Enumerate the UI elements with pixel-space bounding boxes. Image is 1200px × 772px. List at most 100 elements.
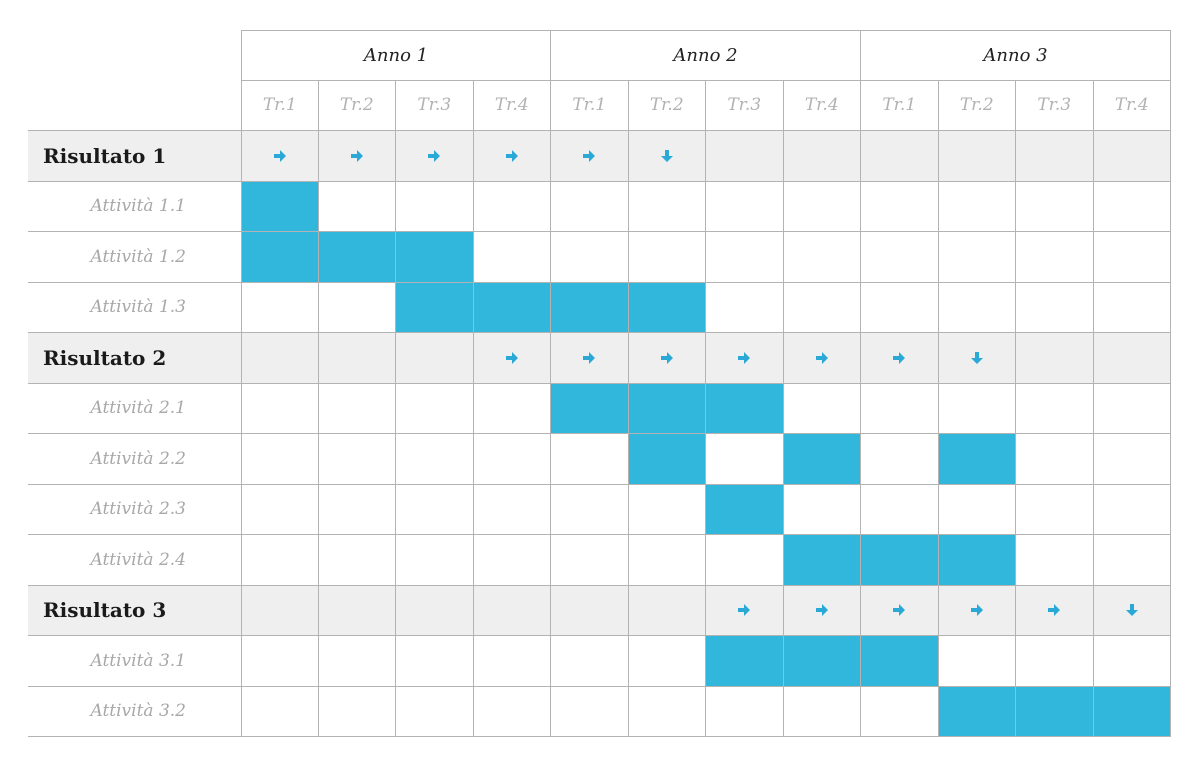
result-cell bbox=[1093, 333, 1171, 384]
result-cell bbox=[551, 333, 629, 384]
result-cell bbox=[861, 333, 939, 384]
corner-blank bbox=[28, 30, 241, 81]
result-cell bbox=[783, 585, 861, 636]
activity-empty-cell bbox=[1093, 484, 1171, 535]
result-cell bbox=[1016, 585, 1094, 636]
activity-bar-cell bbox=[1093, 686, 1171, 737]
activity-bar-cell bbox=[396, 282, 474, 333]
activity-empty-cell bbox=[396, 484, 474, 535]
activity-empty-cell bbox=[1016, 181, 1094, 232]
activity-bar-cell bbox=[783, 636, 861, 687]
corner-blank bbox=[28, 81, 241, 131]
activity-empty-cell bbox=[473, 535, 551, 586]
result-cell bbox=[396, 333, 474, 384]
activity-bar-cell bbox=[783, 434, 861, 485]
result-cell bbox=[1093, 585, 1171, 636]
arrow-down-icon bbox=[970, 351, 983, 364]
activity-empty-cell bbox=[861, 282, 939, 333]
arrow-right-icon bbox=[660, 351, 673, 364]
activity-empty-cell bbox=[1016, 434, 1094, 485]
quarter-header: Tr.3 bbox=[396, 80, 474, 131]
activity-empty-cell bbox=[628, 181, 706, 232]
activity-label: Attività 3.1 bbox=[28, 636, 241, 687]
arrow-right-icon bbox=[428, 149, 441, 162]
activity-label: Attività 2.1 bbox=[28, 384, 241, 434]
result-cell bbox=[241, 333, 319, 384]
activity-bar-cell bbox=[938, 434, 1016, 485]
activity-empty-cell bbox=[783, 181, 861, 232]
quarter-header: Tr.4 bbox=[783, 80, 861, 131]
activity-bar-cell bbox=[241, 181, 319, 232]
result-label: Risultato 2 bbox=[28, 333, 241, 384]
result-cell bbox=[318, 585, 396, 636]
activity-bar-cell bbox=[318, 232, 396, 283]
activity-bar-cell bbox=[706, 636, 784, 687]
activity-empty-cell bbox=[396, 181, 474, 232]
activity-empty-cell bbox=[938, 232, 1016, 283]
activity-empty-cell bbox=[1016, 636, 1094, 687]
result-cell bbox=[241, 585, 319, 636]
year-header: Anno 2 bbox=[551, 30, 861, 81]
result-cell bbox=[938, 585, 1016, 636]
result-label: Risultato 1 bbox=[28, 131, 241, 182]
activity-empty-cell bbox=[1016, 484, 1094, 535]
activity-empty-cell bbox=[551, 484, 629, 535]
activity-empty-cell bbox=[551, 686, 629, 737]
arrow-right-icon bbox=[738, 351, 751, 364]
quarter-header: Tr.4 bbox=[1093, 80, 1171, 131]
activity-empty-cell bbox=[551, 232, 629, 283]
activity-bar-cell bbox=[861, 636, 939, 687]
arrow-right-icon bbox=[505, 351, 518, 364]
activity-bar-cell bbox=[551, 282, 629, 333]
activity-empty-cell bbox=[396, 434, 474, 485]
result-cell bbox=[551, 131, 629, 182]
quarter-header: Tr.1 bbox=[551, 80, 629, 131]
activity-empty-cell bbox=[938, 636, 1016, 687]
quarter-header: Tr.2 bbox=[938, 80, 1016, 131]
activity-empty-cell bbox=[318, 434, 396, 485]
activity-empty-cell bbox=[473, 383, 551, 434]
quarter-header: Tr.4 bbox=[473, 80, 551, 131]
activity-empty-cell bbox=[551, 181, 629, 232]
activity-empty-cell bbox=[706, 232, 784, 283]
activity-bar-cell bbox=[1016, 686, 1094, 737]
activity-empty-cell bbox=[783, 282, 861, 333]
activity-empty-cell bbox=[861, 686, 939, 737]
activity-empty-cell bbox=[938, 181, 1016, 232]
result-cell bbox=[473, 333, 551, 384]
activity-empty-cell bbox=[1093, 636, 1171, 687]
activity-label: Attività 1.2 bbox=[28, 232, 241, 283]
activity-bar-cell bbox=[396, 232, 474, 283]
activity-label: Attività 2.3 bbox=[28, 485, 241, 535]
result-cell bbox=[783, 131, 861, 182]
quarter-header: Tr.1 bbox=[241, 80, 319, 131]
activity-empty-cell bbox=[1093, 282, 1171, 333]
activity-label: Attività 2.4 bbox=[28, 535, 241, 586]
activity-empty-cell bbox=[628, 484, 706, 535]
activity-empty-cell bbox=[241, 383, 319, 434]
activity-empty-cell bbox=[1093, 181, 1171, 232]
activity-empty-cell bbox=[241, 484, 319, 535]
activity-empty-cell bbox=[318, 383, 396, 434]
activity-label: Attività 1.3 bbox=[28, 283, 241, 333]
activity-empty-cell bbox=[473, 434, 551, 485]
activity-empty-cell bbox=[1016, 282, 1094, 333]
result-cell bbox=[938, 131, 1016, 182]
result-cell bbox=[783, 333, 861, 384]
activity-empty-cell bbox=[706, 282, 784, 333]
activity-bar-cell bbox=[783, 535, 861, 586]
activity-empty-cell bbox=[706, 535, 784, 586]
result-cell bbox=[318, 131, 396, 182]
activity-empty-cell bbox=[628, 636, 706, 687]
activity-empty-cell bbox=[396, 383, 474, 434]
quarter-header: Tr.3 bbox=[1016, 80, 1094, 131]
activity-bar-cell bbox=[861, 535, 939, 586]
activity-bar-cell bbox=[938, 686, 1016, 737]
activity-empty-cell bbox=[1016, 535, 1094, 586]
quarter-header: Tr.1 bbox=[861, 80, 939, 131]
result-cell bbox=[628, 131, 706, 182]
quarter-header: Tr.2 bbox=[318, 80, 396, 131]
activity-empty-cell bbox=[551, 535, 629, 586]
result-cell bbox=[861, 585, 939, 636]
result-cell bbox=[396, 131, 474, 182]
